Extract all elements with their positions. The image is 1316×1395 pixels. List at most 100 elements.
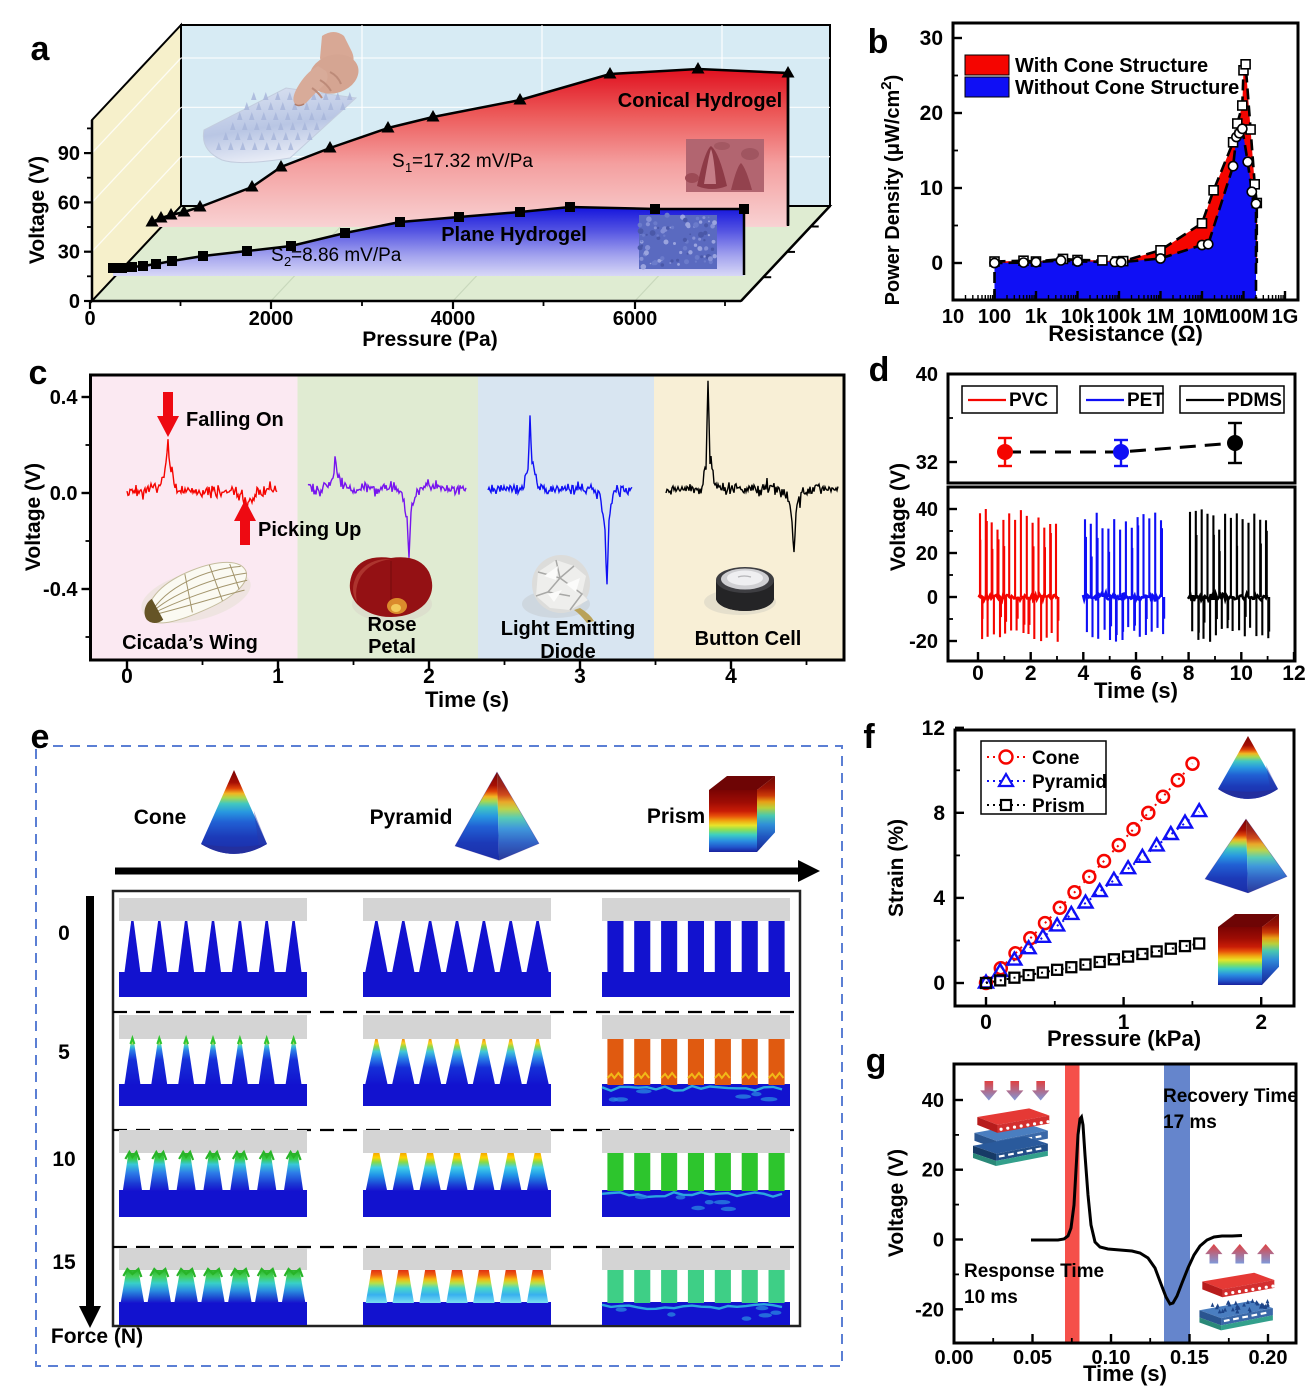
svg-text:-20: -20 [915,1299,944,1321]
svg-text:30: 30 [920,27,943,50]
svg-text:20: 20 [920,102,943,125]
svg-text:1M: 1M [1147,306,1175,328]
svg-text:40: 40 [922,1090,944,1112]
svg-text:12: 12 [922,717,945,740]
svg-text:1G: 1G [1272,306,1299,328]
svg-text:0: 0 [931,252,943,275]
svg-text:Pyramid: Pyramid [370,806,453,829]
svg-text:Cicada’s Wing: Cicada’s Wing [122,632,258,654]
svg-text:0.00: 0.00 [935,1347,974,1369]
svg-text:0.05: 0.05 [1013,1347,1052,1369]
svg-text:40: 40 [916,364,938,386]
svg-text:1: 1 [1118,1011,1130,1034]
svg-text:0: 0 [933,1230,944,1252]
svg-text:PVC: PVC [1009,390,1048,411]
svg-text:Prism: Prism [647,805,705,828]
svg-text:a: a [31,30,51,68]
svg-text:Cone: Cone [1032,748,1080,769]
svg-text:8: 8 [933,802,945,825]
svg-text:1: 1 [405,160,412,175]
svg-text:S: S [271,245,284,266]
svg-text:2: 2 [1255,1011,1267,1034]
svg-text:20: 20 [916,543,938,565]
svg-text:2: 2 [1025,662,1037,685]
svg-text:Plane Hydrogel: Plane Hydrogel [441,224,587,246]
svg-text:c: c [29,354,48,392]
svg-text:b: b [868,23,889,61]
svg-text:0: 0 [933,972,945,995]
svg-text:-20: -20 [909,631,938,653]
svg-text:100k: 100k [1097,306,1142,328]
svg-text:4: 4 [933,887,945,910]
svg-text:0: 0 [84,308,95,330]
svg-text:PET: PET [1127,390,1164,411]
svg-text:2: 2 [284,254,291,269]
svg-text:0.15: 0.15 [1170,1347,1209,1369]
svg-text:60: 60 [58,192,80,214]
svg-text:0: 0 [972,662,984,685]
svg-text:0: 0 [980,1011,992,1034]
svg-text:2000: 2000 [249,308,294,330]
svg-text:5: 5 [58,1041,70,1064]
svg-text:20: 20 [922,1160,944,1182]
svg-text:d: d [869,351,890,389]
svg-text:10: 10 [52,1148,75,1171]
svg-text:Button Cell: Button Cell [695,628,802,650]
svg-text:Conical Hydrogel: Conical Hydrogel [618,90,782,112]
svg-text:2: 2 [423,665,435,688]
svg-text:S: S [392,151,405,172]
svg-text:0.0: 0.0 [50,483,78,505]
svg-text:15: 15 [52,1251,76,1274]
svg-text:0: 0 [121,665,133,688]
svg-text:Pressure (Pa): Pressure (Pa) [362,328,497,351]
svg-text:6: 6 [1130,662,1142,685]
svg-text:Time (s): Time (s) [1094,678,1178,703]
svg-text:Falling On: Falling On [186,409,284,431]
svg-text:100M: 100M [1218,306,1268,328]
svg-text:Voltage (V): Voltage (V) [22,463,45,571]
svg-text:Force (N): Force (N) [51,1325,143,1348]
svg-text:Voltage (V): Voltage (V) [887,463,910,571]
svg-text:Picking Up: Picking Up [258,519,361,541]
svg-text:10: 10 [1230,662,1253,685]
svg-text:Time (s): Time (s) [425,687,509,712]
svg-text:0: 0 [927,587,938,609]
svg-text:Power Density (μW/cm2): Power Density (μW/cm2) [878,75,905,306]
svg-text:With Cone Structure: With Cone Structure [1015,55,1208,77]
svg-text:1k: 1k [1025,306,1048,328]
svg-text:10M: 10M [1183,306,1222,328]
svg-text:Pressure (kPa): Pressure (kPa) [1047,1026,1201,1051]
svg-text:Light Emitting: Light Emitting [501,618,635,640]
svg-text:Recovery Time: Recovery Time [1163,1086,1298,1107]
svg-text:4000: 4000 [431,308,476,330]
svg-text:PDMS: PDMS [1227,390,1282,411]
svg-text:Diode: Diode [540,641,596,663]
svg-text:-0.4: -0.4 [43,579,78,601]
svg-text:100: 100 [978,306,1011,328]
svg-text:1: 1 [272,665,284,688]
svg-text:Strain (%): Strain (%) [885,819,908,917]
svg-text:32: 32 [916,452,938,474]
svg-text:Without Cone Structure: Without Cone Structure [1015,77,1239,99]
svg-text:0: 0 [69,291,80,313]
svg-text:8: 8 [1183,662,1195,685]
svg-text:e: e [31,718,50,756]
svg-text:10k: 10k [1061,306,1095,328]
svg-text:4: 4 [1077,662,1089,685]
svg-text:Rose: Rose [368,614,417,636]
svg-text:=17.32 mV/Pa: =17.32 mV/Pa [412,151,533,172]
svg-text:Voltage (V): Voltage (V) [26,156,49,264]
svg-text:Cone: Cone [134,806,187,829]
svg-text:30: 30 [58,242,80,264]
svg-text:=8.86 mV/Pa: =8.86 mV/Pa [291,245,402,266]
svg-text:90: 90 [58,143,80,165]
svg-text:0.20: 0.20 [1249,1347,1288,1369]
svg-text:Time (s): Time (s) [1083,1361,1167,1386]
svg-text:4: 4 [725,665,737,688]
svg-text:0.4: 0.4 [50,387,79,409]
svg-text:Pyramid: Pyramid [1032,772,1107,793]
svg-text:10: 10 [942,306,964,328]
svg-text:g: g [866,1042,887,1080]
svg-text:Resistance (Ω): Resistance (Ω) [1048,321,1203,346]
svg-text:6000: 6000 [613,308,658,330]
